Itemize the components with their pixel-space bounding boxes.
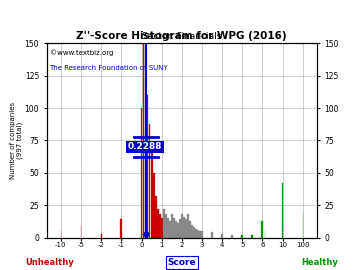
Bar	[149, 124, 150, 238]
Bar	[177, 223, 179, 238]
Bar	[163, 209, 165, 238]
Text: Score: Score	[167, 258, 196, 267]
Bar	[167, 218, 168, 238]
Bar	[211, 232, 213, 238]
Bar	[173, 218, 175, 238]
Bar	[157, 209, 158, 238]
Bar	[171, 214, 173, 238]
Bar	[185, 220, 187, 238]
Bar	[282, 183, 283, 238]
Text: Healthy: Healthy	[302, 258, 338, 267]
Bar	[197, 230, 199, 238]
Bar	[231, 235, 233, 238]
Bar	[183, 217, 185, 238]
Bar	[155, 196, 157, 238]
Bar	[161, 218, 163, 238]
Text: The Research Foundation of SUNY: The Research Foundation of SUNY	[50, 65, 168, 70]
Bar	[221, 234, 223, 238]
Bar	[165, 214, 167, 238]
Title: Z''-Score Histogram for WPG (2016): Z''-Score Histogram for WPG (2016)	[76, 31, 287, 41]
Bar	[145, 46, 147, 238]
Bar	[147, 95, 148, 238]
Bar	[175, 221, 177, 238]
Bar	[193, 227, 195, 238]
Bar	[241, 235, 243, 238]
Bar	[101, 234, 102, 238]
Bar	[121, 220, 122, 238]
Bar	[140, 108, 143, 238]
Bar	[159, 214, 161, 238]
Bar	[251, 235, 253, 238]
Bar	[261, 221, 263, 238]
Bar	[150, 150, 153, 238]
Y-axis label: Number of companies
(997 total): Number of companies (997 total)	[10, 102, 23, 179]
Bar	[187, 214, 189, 238]
Text: ©www.textbiz.org: ©www.textbiz.org	[50, 49, 113, 56]
Bar	[181, 214, 183, 238]
Bar	[199, 231, 201, 238]
Bar	[195, 228, 197, 238]
Text: Sector: Financials: Sector: Financials	[142, 32, 221, 41]
Bar	[191, 225, 193, 238]
Text: Unhealthy: Unhealthy	[25, 258, 74, 267]
Text: 0.2288: 0.2288	[128, 142, 162, 151]
Bar	[143, 43, 144, 238]
Bar	[169, 221, 171, 238]
Bar	[179, 220, 181, 238]
Bar	[201, 231, 203, 238]
Bar	[189, 221, 191, 238]
Bar	[153, 173, 154, 238]
